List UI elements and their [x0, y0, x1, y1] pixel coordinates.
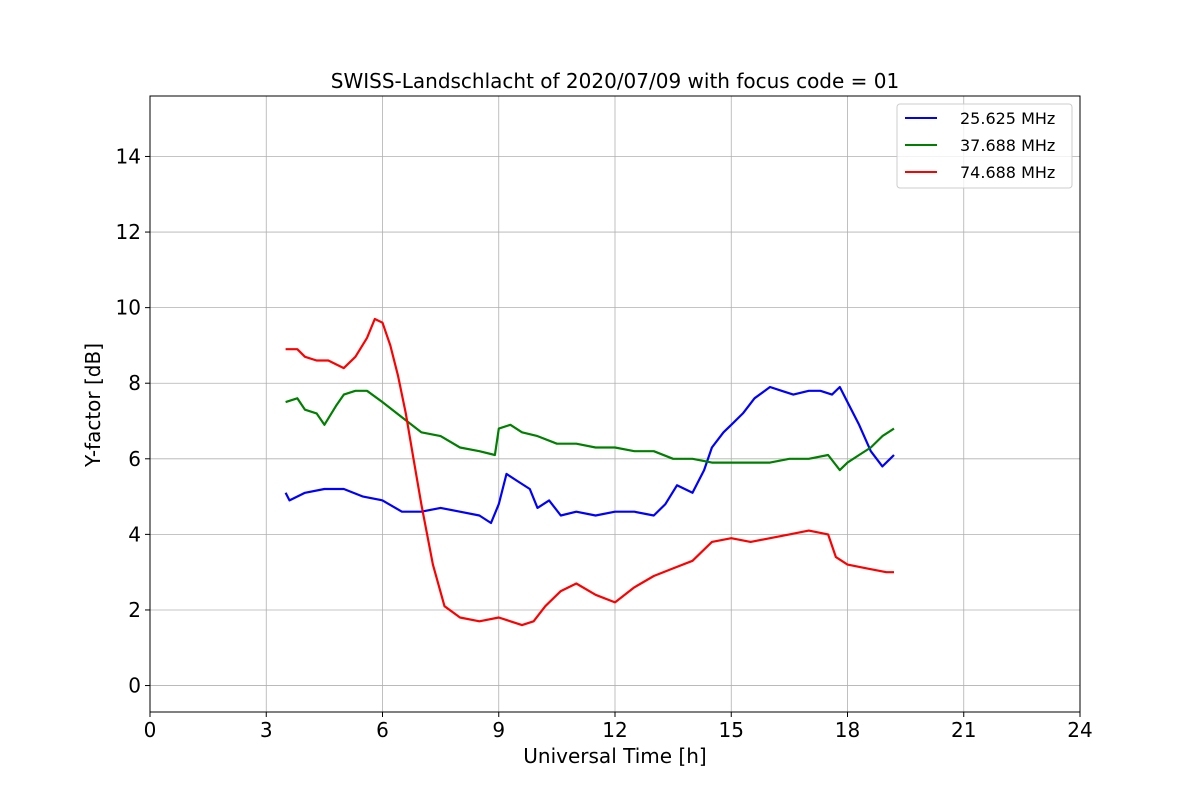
legend-label-37mhz: 37.688 MHz	[960, 136, 1055, 155]
y-tick-label: 0	[128, 674, 141, 698]
y-tick-label: 2	[128, 598, 141, 622]
y-tick-label: 10	[116, 296, 141, 320]
x-tick-label: 9	[492, 718, 505, 742]
x-tick-label: 3	[260, 718, 273, 742]
legend-box	[896, 103, 1073, 189]
legend-label-25mhz: 25.625 MHz	[960, 109, 1055, 128]
x-tick-label: 12	[602, 718, 627, 742]
y-tick-label: 4	[128, 522, 141, 546]
y-tick-label: 6	[128, 447, 141, 471]
series-line-25mhz	[284, 385, 895, 525]
x-tick-label: 0	[144, 718, 157, 742]
x-tick-label: 21	[951, 718, 976, 742]
x-tick-label: 24	[1067, 718, 1092, 742]
x-tick-label: 6	[376, 718, 389, 742]
y-tick-label: 12	[116, 220, 141, 244]
y-tick-label: 14	[116, 144, 141, 168]
legend: 25.625 MHz 37.688 MHz 74.688 MHz	[896, 103, 1073, 189]
y-axis-label: Y-factor [dB]	[81, 343, 105, 468]
x-tick-label: 15	[719, 718, 744, 742]
x-axis-label: Universal Time [h]	[523, 744, 706, 768]
series-line-74mhz	[285, 317, 894, 627]
legend-label-74mhz: 74.688 MHz	[960, 163, 1055, 182]
plot-area	[284, 317, 895, 627]
chart-title: SWISS-Landschlacht of 2020/07/09 with fo…	[331, 69, 899, 93]
y-tick-label: 8	[128, 371, 141, 395]
grid-lines	[150, 96, 1080, 712]
x-tick-label: 18	[835, 718, 860, 742]
series-line-37mhz	[285, 389, 895, 472]
